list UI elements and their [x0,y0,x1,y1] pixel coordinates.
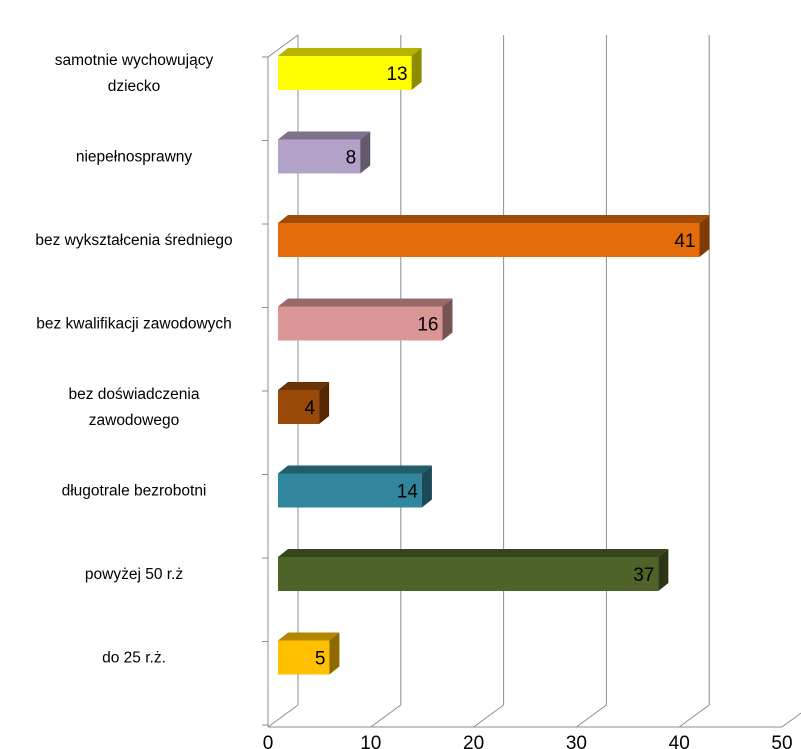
x-tick-label: 40 [669,733,690,749]
bar-front-face [278,557,659,591]
category-label: bez wykształcenia średniego [35,232,232,249]
bar: 8 [278,131,371,174]
bar-top-face [278,131,371,140]
bar-front-face [278,223,700,257]
floor-gridline [781,712,801,728]
x-tick-label: 20 [463,733,484,749]
data-label: 16 [417,315,438,336]
bar-top-face [278,382,330,390]
bar-front-face [278,390,320,424]
data-label: 5 [315,649,326,670]
floor-gridline [576,704,607,728]
category-label: bez kwalifikacji zawodowych [36,316,232,333]
bars: 13 8 41 16 4 14 37 5 [278,48,710,675]
data-label: 41 [674,231,695,252]
bar-side-face [411,48,422,90]
bar: 4 [278,382,330,424]
category-label: długotrale bezrobotni [62,483,207,500]
bar-side-face [442,298,453,341]
bar: 14 [278,465,432,508]
category-label: niepełnosprawny [76,149,193,166]
bar-top-face [278,549,669,557]
bar: 41 [278,215,710,257]
floor-gridline [678,704,710,728]
bar-top-face [278,632,340,641]
bar-top-face [278,298,453,307]
category-label: bez doświadczenia zawodowego [69,386,200,429]
x-tick-label: 30 [566,733,587,749]
x-tick-label: 50 [771,733,792,749]
data-label: 13 [386,64,407,85]
bar: 13 [278,48,422,90]
category-label: samotnie wychowujący dziecko [55,52,214,95]
x-tick-label: 10 [360,733,381,749]
bar: 5 [278,632,340,675]
bar-top-face [278,215,710,223]
data-label: 37 [633,565,654,586]
bar: 37 [278,549,669,591]
bar: 16 [278,298,453,341]
floor-gridline [267,704,299,728]
bar-side-face [421,465,432,508]
data-label: 14 [397,482,419,503]
bar-side-face [699,215,710,257]
data-label: 4 [305,398,316,419]
bar-side-face [658,549,669,591]
bar-side-face [360,131,371,174]
floor-gridline [370,704,402,728]
bar-front-face [278,306,443,341]
bar-front-face [278,56,412,90]
category-label: powyżej 50 r.ż [85,566,183,583]
bar-top-face [278,48,422,56]
bar-top-face [278,465,432,474]
floor-gridline [473,704,504,728]
gridlines [267,35,801,728]
bar-front-face [278,473,422,508]
bar-side-face [319,382,330,424]
bar-front-face [278,139,361,174]
category-labels: samotnie wychowujący dziecko niepełnospraw… [35,52,232,667]
category-label: do 25 r.ż. [102,650,166,667]
x-tick-label: 0 [263,733,274,749]
data-label: 8 [346,148,357,169]
tick-labels: 0 10 20 30 40 50 [263,733,793,749]
bar-front-face [278,640,330,675]
side-wall-top [267,34,299,58]
bar-side-face [329,632,340,675]
